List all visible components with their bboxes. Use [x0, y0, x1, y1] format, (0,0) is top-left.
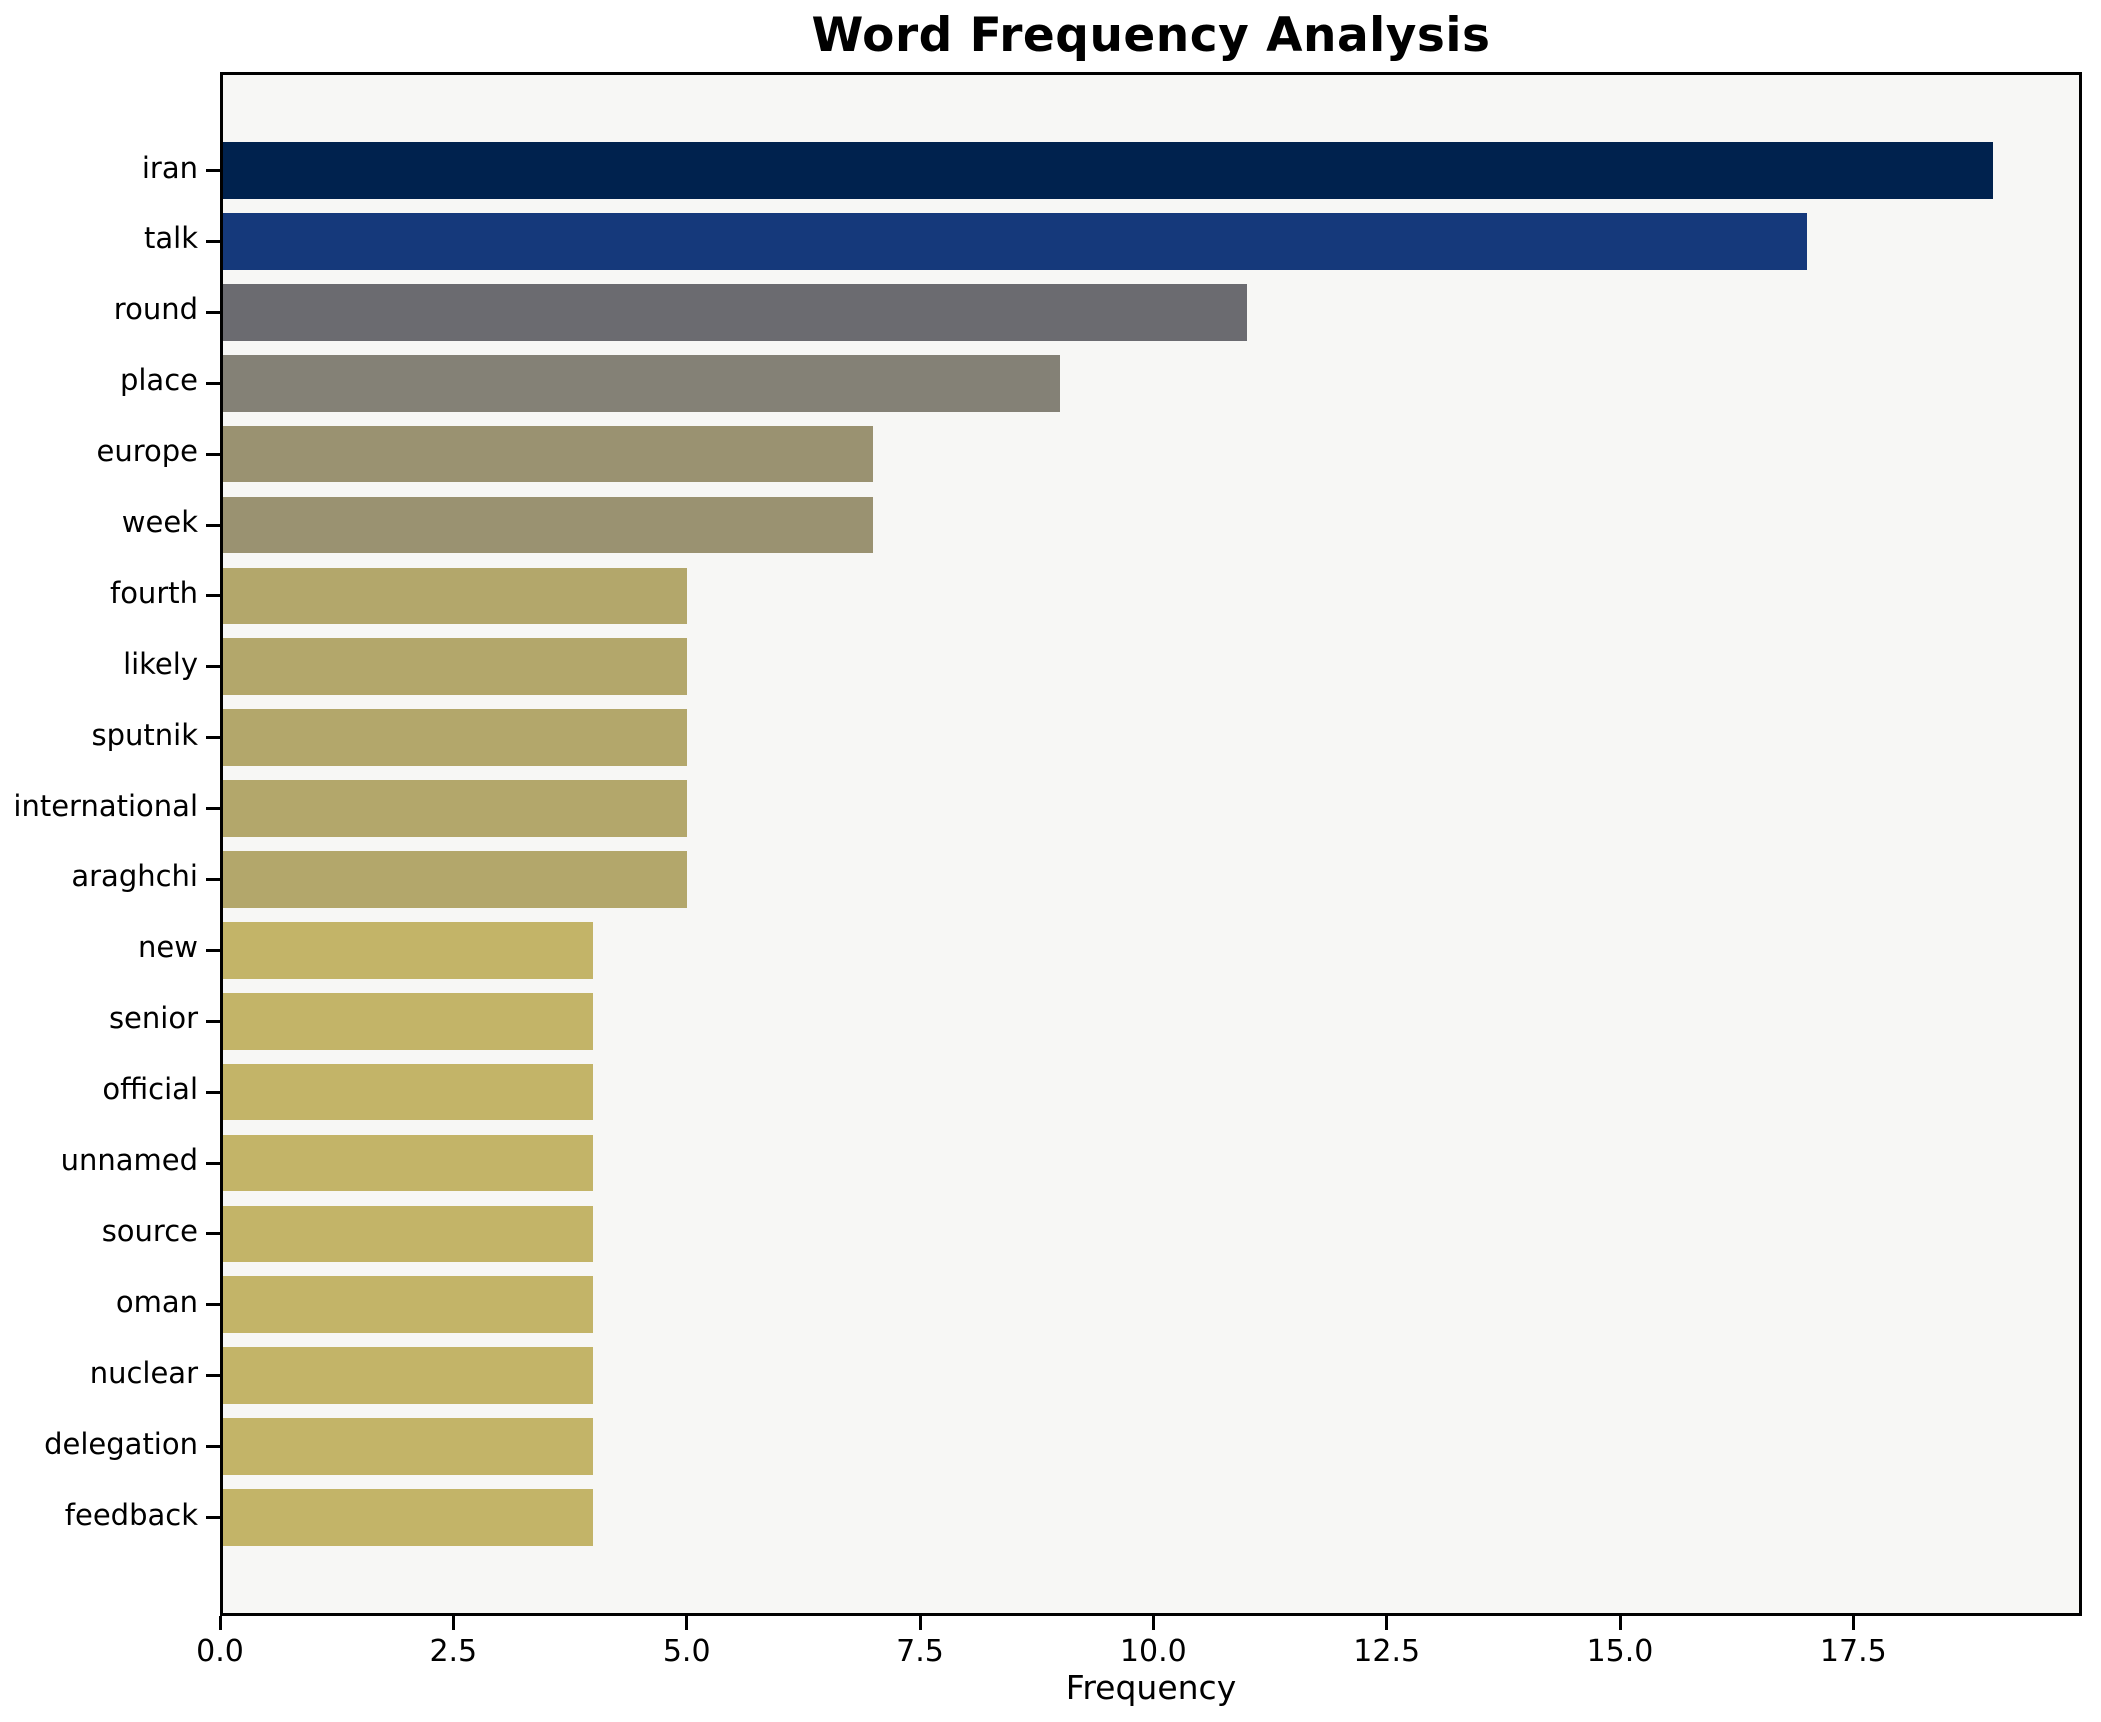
bar-iran: [223, 142, 1994, 199]
bar-international: [223, 780, 687, 837]
x-tick-2.5: [451, 1616, 455, 1630]
x-tick-label-12.5: 12.5: [1353, 1634, 1421, 1669]
y-tick-label-week: week: [121, 505, 198, 539]
y-tick-label-talk: talk: [144, 221, 198, 256]
y-tick-talk: [206, 239, 220, 243]
y-tick-fourth: [206, 594, 220, 598]
y-tick-label-source: source: [101, 1213, 198, 1248]
y-tick-label-round: round: [113, 292, 198, 327]
x-axis-label: Frequency: [1065, 1668, 1237, 1707]
x-tick-label-0.0: 0.0: [196, 1634, 244, 1669]
y-tick-label-unnamed: unnamed: [60, 1143, 198, 1177]
y-tick-label-fourth: fourth: [109, 575, 198, 610]
x-tick-10.0: [1151, 1616, 1155, 1630]
y-tick-araghchi: [206, 877, 220, 881]
bar-sputnik: [223, 709, 687, 766]
y-tick-label-araghchi: araghchi: [71, 859, 198, 894]
x-tick-17.5: [1851, 1616, 1855, 1630]
y-tick-label-international: international: [13, 788, 198, 823]
chart-title: Word Frequency Analysis: [811, 8, 1491, 63]
y-tick-label-iran: iran: [141, 150, 198, 185]
y-tick-europe: [206, 452, 220, 456]
x-tick-label-10.0: 10.0: [1119, 1634, 1187, 1669]
bar-nuclear: [223, 1347, 594, 1404]
bar-delegation: [223, 1418, 594, 1475]
bar-europe: [223, 425, 874, 483]
bar-oman: [223, 1276, 594, 1334]
y-tick-official: [206, 1090, 220, 1094]
bar-likely: [223, 638, 687, 696]
bar-talk: [223, 213, 1807, 270]
y-tick-label-delegation: delegation: [44, 1426, 198, 1461]
y-tick-nuclear: [206, 1374, 220, 1378]
y-tick-feedback: [206, 1516, 220, 1519]
y-tick-label-feedback: feedback: [64, 1497, 198, 1532]
y-tick-label-new: new: [138, 930, 198, 965]
y-tick-senior: [206, 1019, 220, 1023]
bar-week: [223, 496, 874, 554]
y-tick-iran: [206, 169, 220, 172]
y-tick-international: [206, 807, 220, 811]
y-tick-place: [206, 381, 220, 385]
y-tick-label-nuclear: nuclear: [89, 1355, 198, 1390]
x-tick-15.0: [1618, 1616, 1622, 1630]
y-tick-label-europe: europe: [96, 434, 199, 469]
bar-araghchi: [223, 851, 687, 908]
y-tick-label-oman: oman: [115, 1284, 198, 1319]
bar-unnamed: [223, 1134, 594, 1192]
bar-source: [223, 1205, 594, 1263]
bar-senior: [223, 992, 594, 1050]
x-tick-12.5: [1385, 1616, 1389, 1630]
x-tick-label-15.0: 15.0: [1586, 1634, 1654, 1669]
y-tick-unnamed: [206, 1161, 220, 1165]
y-tick-label-place: place: [119, 363, 198, 398]
y-tick-source: [206, 1232, 220, 1236]
bar-official: [223, 1063, 594, 1121]
x-tick-0.0: [218, 1616, 222, 1630]
bar-place: [223, 354, 1060, 412]
y-tick-delegation: [206, 1445, 220, 1449]
y-tick-round: [206, 310, 220, 314]
y-tick-label-official: official: [102, 1072, 198, 1107]
y-tick-sputnik: [206, 736, 220, 740]
x-tick-5.0: [685, 1616, 689, 1630]
y-tick-oman: [206, 1303, 220, 1307]
y-tick-likely: [206, 665, 220, 669]
bar-round: [223, 284, 1247, 341]
x-tick-7.5: [918, 1616, 922, 1630]
x-tick-label-7.5: 7.5: [896, 1634, 944, 1669]
bar-feedback: [223, 1489, 594, 1546]
x-tick-label-2.5: 2.5: [429, 1634, 478, 1669]
bar-fourth: [223, 567, 687, 625]
y-tick-label-likely: likely: [123, 646, 198, 681]
x-tick-label-17.5: 17.5: [1819, 1634, 1887, 1669]
y-tick-new: [206, 948, 220, 952]
bar-new: [223, 922, 594, 979]
y-tick-label-senior: senior: [108, 1001, 198, 1036]
y-tick-label-sputnik: sputnik: [91, 717, 199, 752]
x-tick-label-5.0: 5.0: [662, 1634, 711, 1669]
y-tick-week: [206, 523, 220, 527]
